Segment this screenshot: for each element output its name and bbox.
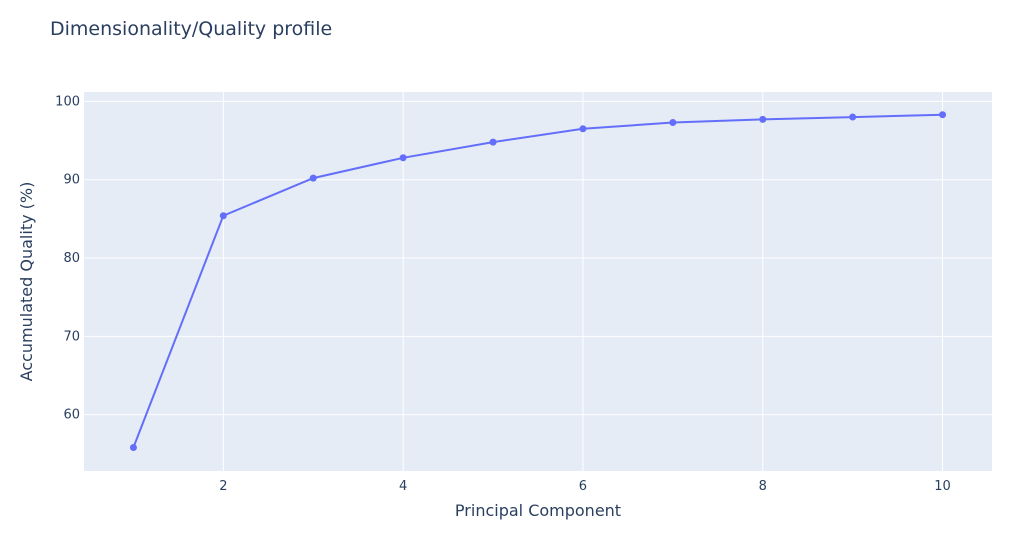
x-tick-label: 10 [934, 479, 951, 494]
y-tick-label: 90 [63, 173, 80, 188]
series-line [132, 113, 943, 448]
data-point [849, 113, 857, 121]
plot-area [84, 92, 992, 471]
y-tick-label: 100 [55, 94, 80, 109]
chart-title: Dimensionality/Quality profile [50, 18, 333, 40]
y-tick-label: 70 [63, 329, 80, 344]
x-axis-label: Principal Component [455, 501, 621, 520]
data-point [129, 444, 137, 452]
x-tick-label: 8 [759, 479, 767, 494]
data-point [399, 154, 407, 162]
data-point [669, 119, 677, 127]
x-tick-label: 2 [219, 479, 227, 494]
y-tick-label: 60 [63, 408, 80, 423]
x-tick-labels: 2 4 6 8 10 [219, 479, 951, 494]
x-gridlines [222, 92, 944, 471]
y-tick-labels: 60 70 80 90 100 [55, 94, 80, 422]
data-point [759, 115, 767, 123]
x-tick-label: 4 [399, 479, 407, 494]
data-point [579, 125, 587, 133]
data-point [489, 138, 497, 146]
y-axis-label: Accumulated Quality (%) [17, 182, 36, 382]
y-tick-label: 80 [63, 251, 80, 266]
data-point [309, 174, 317, 182]
data-point [219, 212, 227, 220]
data-point [939, 111, 947, 119]
y-gridlines [84, 100, 992, 416]
series-points [129, 111, 947, 452]
x-tick-label: 6 [579, 479, 587, 494]
